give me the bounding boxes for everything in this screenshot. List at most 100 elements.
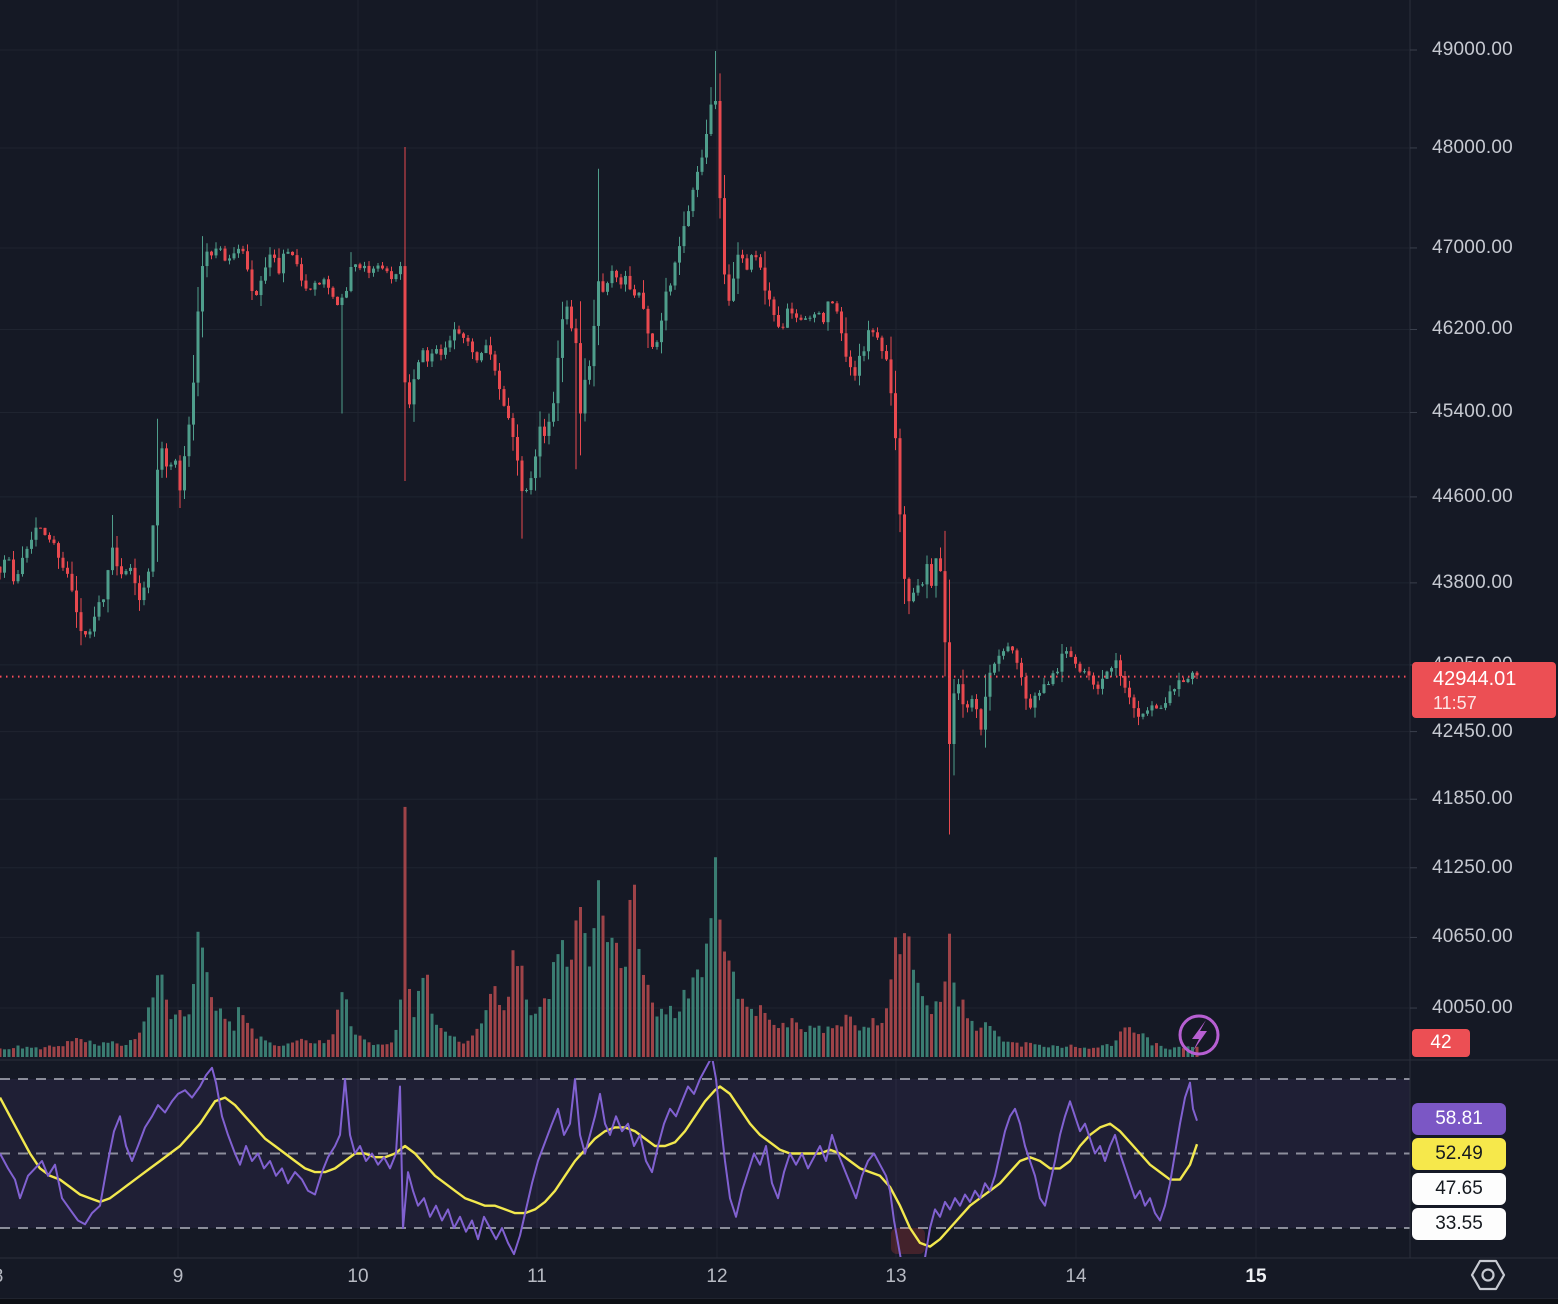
volume-bar	[669, 1005, 672, 1057]
candle	[1047, 684, 1050, 686]
volume-bar	[849, 1016, 852, 1057]
volume-bar	[583, 933, 587, 1057]
candle	[615, 270, 618, 278]
candle	[12, 559, 15, 582]
volume-bar	[453, 1036, 456, 1057]
volume-bar	[943, 981, 947, 1057]
volume-bar	[939, 1001, 942, 1057]
candle	[705, 134, 708, 158]
volume-bar	[817, 1025, 821, 1057]
candle	[970, 699, 974, 708]
volume-bar	[250, 1028, 254, 1057]
candle	[493, 354, 497, 371]
candle	[565, 306, 569, 320]
volume-bar	[871, 1018, 875, 1057]
candle	[390, 271, 393, 280]
candle	[133, 567, 137, 584]
volume-bar	[534, 1013, 537, 1057]
candle	[691, 189, 695, 212]
volume-bar	[169, 1019, 173, 1057]
candle	[538, 426, 542, 457]
volume-bar	[1159, 1045, 1163, 1057]
candle	[1015, 650, 1019, 663]
volume-bar	[732, 971, 735, 1057]
volume-bar	[1020, 1046, 1023, 1057]
volume-bar	[511, 950, 515, 1057]
candle	[498, 370, 501, 390]
candle	[417, 362, 420, 380]
current-price-label: 42944.01 11:57	[1412, 662, 1556, 718]
candle	[696, 171, 699, 190]
candle	[57, 543, 60, 558]
candle	[1159, 707, 1163, 709]
candle	[147, 571, 150, 588]
candle	[556, 357, 560, 404]
volume-bar	[232, 1030, 236, 1057]
volume-bar	[1092, 1047, 1095, 1057]
candle	[912, 592, 915, 602]
candle	[156, 469, 159, 526]
candle	[574, 328, 578, 344]
candle	[340, 297, 344, 306]
candle	[655, 342, 659, 347]
volume-bar	[592, 928, 596, 1057]
candle	[39, 527, 42, 529]
volume-bar	[156, 975, 159, 1057]
volume-bar	[327, 1039, 330, 1057]
volume-bar	[66, 1041, 69, 1057]
rsi-pane[interactable]	[0, 1057, 1410, 1288]
candle	[754, 255, 758, 258]
volume-bar	[799, 1029, 803, 1057]
candle	[682, 226, 686, 247]
candle	[606, 283, 609, 292]
candle	[633, 289, 636, 296]
candle	[898, 438, 902, 515]
volume-bar	[1119, 1031, 1122, 1057]
candle	[822, 312, 825, 323]
volume-bar	[291, 1042, 294, 1057]
candle	[948, 642, 951, 744]
candle	[322, 279, 326, 285]
volume-bar	[273, 1045, 276, 1057]
candle	[1038, 692, 1041, 696]
grid-lines	[0, 0, 1410, 1258]
candle	[871, 330, 875, 333]
volume-bar	[745, 1006, 749, 1057]
volume-bar	[390, 1042, 393, 1057]
volume-bar	[597, 880, 600, 1057]
volume-bar	[606, 942, 609, 1057]
candle	[1002, 651, 1005, 656]
candle	[988, 672, 992, 697]
volume-bar	[952, 982, 956, 1057]
candle	[768, 290, 771, 300]
volume-bar	[993, 1030, 996, 1057]
volume-bar	[664, 1014, 668, 1057]
volume-bar	[138, 1032, 141, 1057]
candle	[142, 587, 146, 601]
candle	[183, 456, 186, 491]
volume-bar	[1155, 1043, 1158, 1057]
volume-bar	[961, 999, 965, 1057]
candle	[354, 264, 357, 267]
volume-bar	[480, 1023, 483, 1057]
candle	[264, 267, 267, 281]
volume-bar	[502, 1010, 506, 1057]
volume-bar	[1029, 1042, 1032, 1057]
candle	[853, 367, 857, 376]
candle	[187, 424, 191, 457]
volume-bar	[174, 1014, 177, 1057]
candle	[241, 248, 245, 252]
volume-bar	[628, 899, 632, 1057]
volume-bar	[957, 1006, 960, 1057]
candle	[741, 254, 744, 259]
candle	[637, 292, 641, 296]
gear-icon[interactable]	[1470, 1259, 1506, 1291]
candle	[880, 337, 884, 352]
volume-bar	[277, 1046, 281, 1057]
candle	[1177, 680, 1181, 690]
candle	[858, 355, 861, 376]
price-pane[interactable]	[0, 50, 1410, 1057]
lightning-bolt-icon[interactable]	[1178, 1014, 1220, 1056]
volume-bar	[183, 1016, 186, 1057]
